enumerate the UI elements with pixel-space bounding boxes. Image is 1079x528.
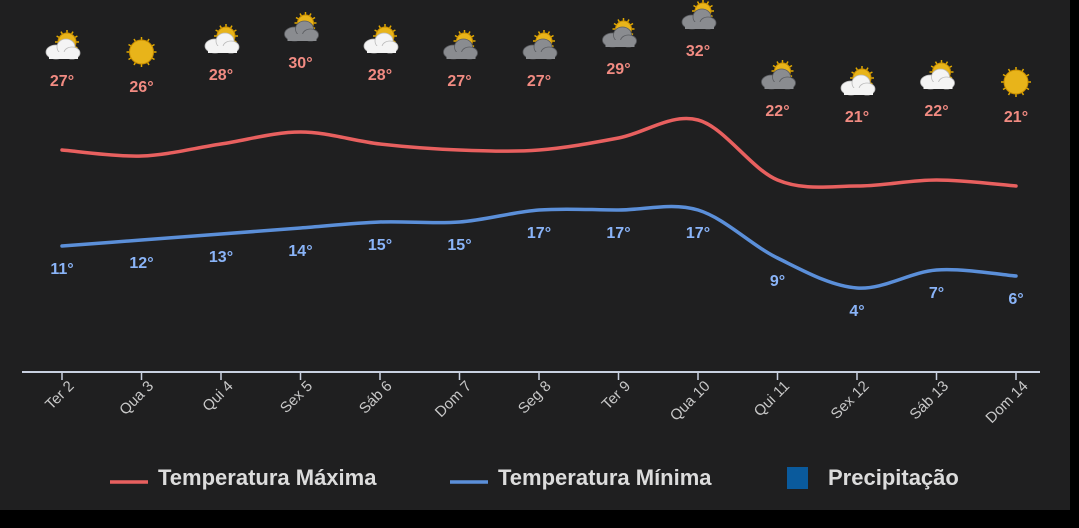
- value-label: 15°: [368, 237, 392, 254]
- weather-icon: [443, 30, 478, 60]
- weather-icon: [761, 60, 796, 90]
- cloud: [681, 8, 717, 30]
- legend-swatch: [787, 467, 808, 489]
- sun-ray: [696, 1, 700, 5]
- value-label: 27°: [50, 73, 74, 90]
- legend-label: Temperatura Máxima: [158, 465, 377, 490]
- sun-ray: [458, 31, 462, 35]
- weather-icon: [522, 30, 558, 60]
- value-label: 6°: [1008, 291, 1023, 308]
- cloud-part: [446, 52, 476, 59]
- value-label: 7°: [929, 285, 944, 302]
- value-label: 17°: [606, 225, 630, 242]
- cloud-part: [526, 52, 555, 59]
- value-label: 29°: [606, 61, 630, 78]
- value-label: 32°: [686, 43, 710, 60]
- value-label: 26°: [129, 79, 153, 96]
- legend-label: Precipitação: [828, 465, 959, 490]
- cloud-part: [844, 88, 873, 95]
- cloud-part: [287, 34, 317, 41]
- weather-icon: [363, 24, 399, 54]
- sun-ray: [776, 61, 780, 65]
- cloud-part: [764, 82, 794, 89]
- value-label: 17°: [527, 225, 551, 242]
- value-label: 9°: [770, 273, 785, 290]
- value-label: 22°: [765, 103, 789, 120]
- cloud: [840, 74, 876, 96]
- weather-icon: [602, 18, 637, 48]
- cloud: [204, 32, 240, 54]
- weather-icon: [126, 37, 157, 67]
- cloud: [522, 38, 558, 60]
- weather-icon: [1001, 67, 1031, 97]
- value-label: 22°: [924, 103, 948, 120]
- legend-label: Temperatura Mínima: [498, 465, 712, 490]
- sun-ray: [537, 31, 541, 35]
- cloud: [602, 26, 637, 48]
- cloud: [920, 68, 955, 90]
- weather-icon: [840, 66, 876, 96]
- line-series: [60, 204, 1018, 290]
- value-label: 27°: [447, 73, 471, 90]
- sun-ray: [706, 1, 710, 5]
- sun-ray: [785, 61, 789, 65]
- cloud: [363, 32, 399, 54]
- sun-ray: [308, 13, 312, 17]
- cloud: [443, 38, 478, 60]
- weather-icon: [45, 30, 81, 60]
- weather-icon: [920, 60, 955, 90]
- value-label: 14°: [288, 243, 312, 260]
- value-label: 12°: [129, 255, 153, 272]
- value-label: 15°: [447, 237, 471, 254]
- sun: [1003, 69, 1029, 95]
- cloud-part: [923, 82, 953, 89]
- sun: [129, 39, 154, 65]
- cloud: [45, 38, 81, 60]
- value-label: 30°: [288, 55, 312, 72]
- weather-icon: [681, 0, 717, 30]
- weather-icon: [284, 12, 319, 42]
- cloud: [284, 20, 319, 42]
- value-label: 17°: [686, 225, 710, 242]
- sun-ray: [547, 31, 551, 35]
- cloud-part: [367, 46, 396, 53]
- line-series: [60, 116, 1018, 189]
- cloud-part: [208, 46, 237, 53]
- value-label: 21°: [1004, 109, 1028, 126]
- value-label: 21°: [845, 109, 869, 126]
- cloud: [761, 68, 796, 90]
- background: [0, 0, 1070, 510]
- value-label: 28°: [209, 67, 233, 84]
- weather-icon: [204, 24, 240, 54]
- sun-ray: [299, 13, 303, 17]
- value-label: 4°: [849, 303, 864, 320]
- cloud-part: [49, 52, 78, 59]
- value-label: 28°: [368, 67, 392, 84]
- sun-ray: [467, 31, 471, 35]
- cloud-part: [605, 40, 635, 47]
- value-label: 13°: [209, 249, 233, 266]
- value-label: 11°: [50, 261, 73, 278]
- value-label: 27°: [527, 73, 551, 90]
- cloud-part: [685, 22, 714, 29]
